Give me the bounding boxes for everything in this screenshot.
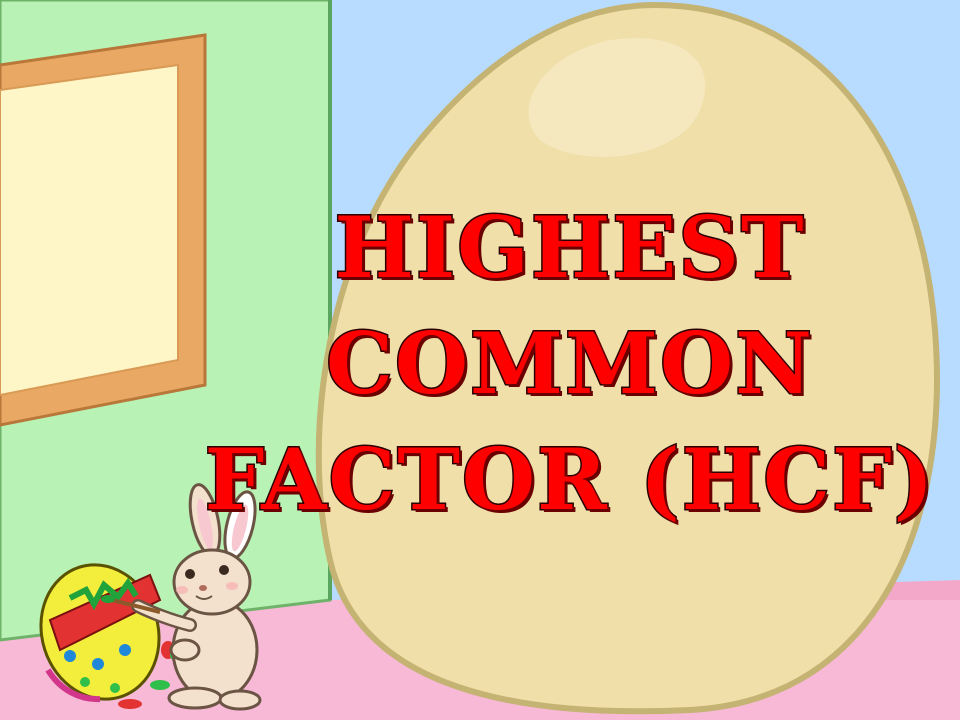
- title-line-3: FACTOR (HCF): [203, 429, 936, 531]
- slide-title: HIGHEST COMMON FACTOR (HCF): [200, 190, 940, 538]
- title-line-2: COMMON: [325, 313, 814, 415]
- bunny-painting-egg-icon: [101, 483, 262, 711]
- decorated-easter-egg-icon: [39, 563, 162, 703]
- giant-egg: [315, 1, 940, 715]
- picture-canvas: [0, 63, 179, 397]
- title-line-1: HIGHEST: [333, 197, 806, 299]
